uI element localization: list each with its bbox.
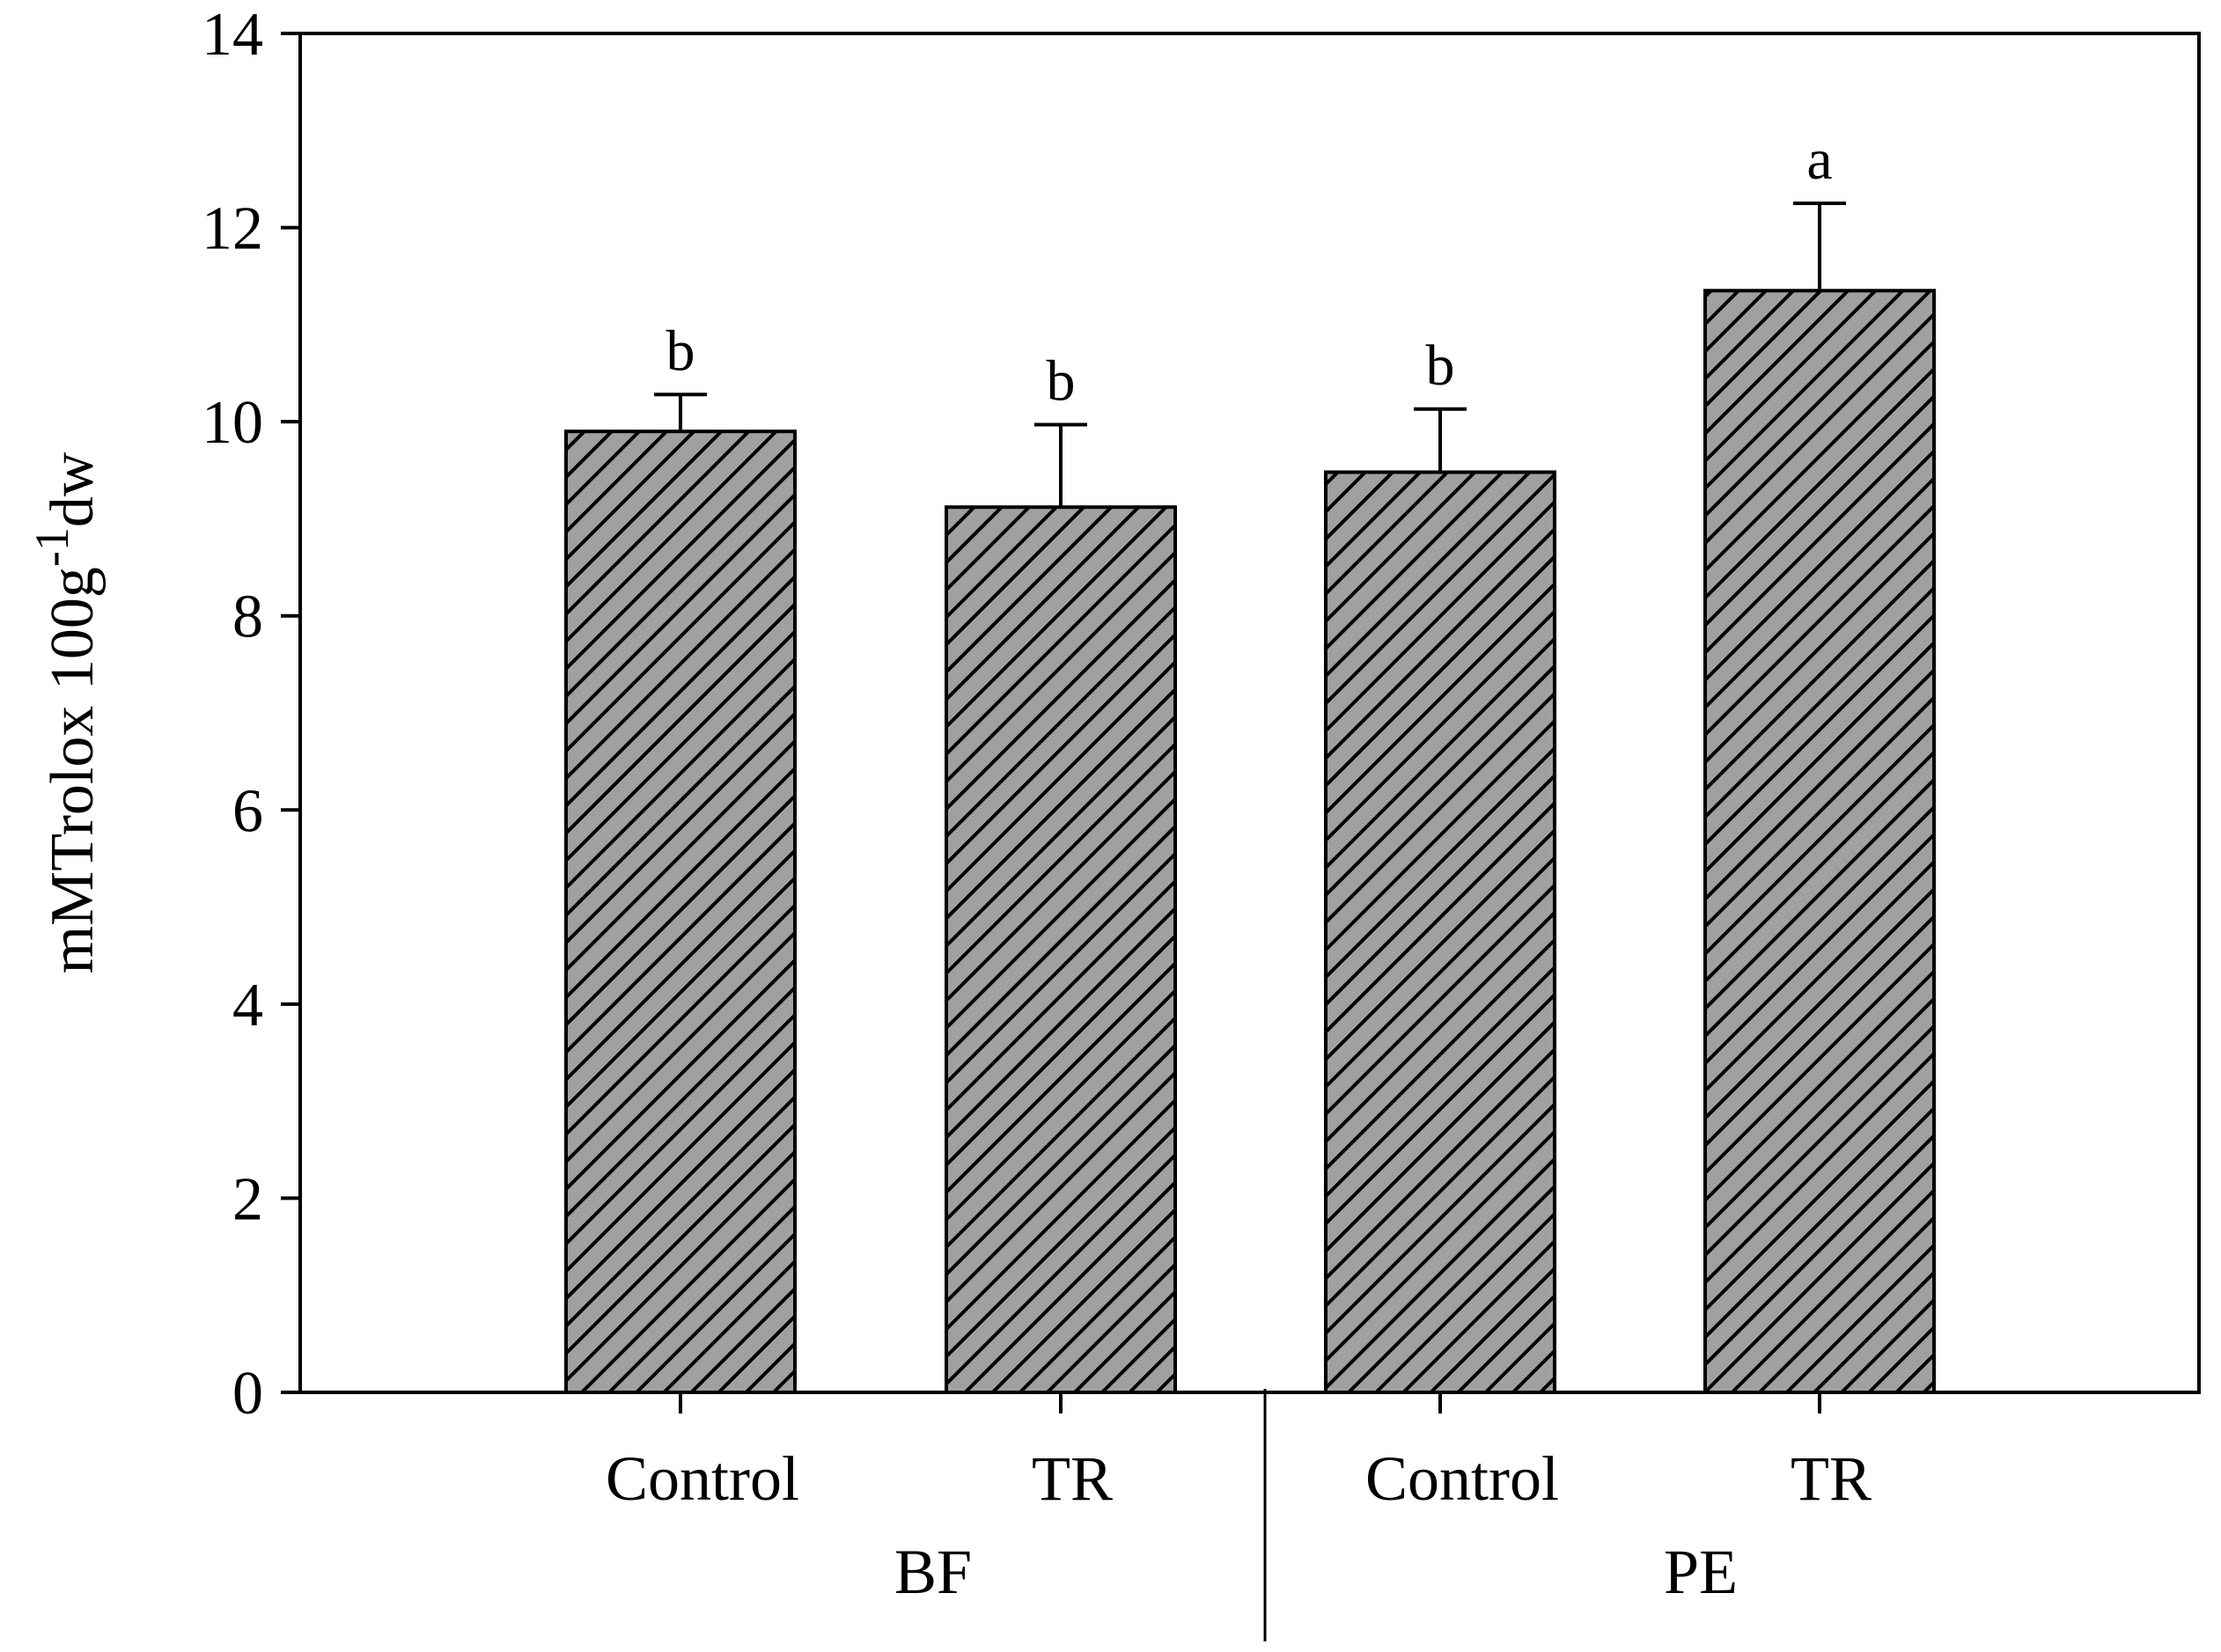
bar <box>1703 289 1936 1394</box>
x-axis: Control TR Control TR BF PE <box>606 1389 1872 1641</box>
y-tick-label: 14 <box>202 1 263 69</box>
y-tick-label: 0 <box>232 1360 263 1428</box>
x-category-label: Control <box>1365 1443 1559 1514</box>
bar <box>564 430 797 1395</box>
y-tick-label: 2 <box>232 1165 263 1233</box>
y-tick-label: 4 <box>232 972 263 1039</box>
y-tick-label: 8 <box>232 584 263 651</box>
y-axis-title: mMTrolox 100g-1dw <box>26 452 107 973</box>
significance-label: b <box>1426 334 1455 398</box>
x-category-label: TR <box>1791 1443 1872 1514</box>
x-category-label: TR <box>1032 1443 1113 1514</box>
bars: b b b a <box>564 128 1936 1395</box>
x-group-label: BF <box>894 1537 972 1607</box>
y-axis: 0 2 4 6 8 10 12 14 <box>202 1 300 1428</box>
significance-label: b <box>1047 349 1076 413</box>
y-axis-title-superscript: -1 <box>26 527 78 567</box>
bar <box>945 505 1177 1394</box>
y-tick-label: 12 <box>202 195 263 263</box>
y-axis-title-suffix: dw <box>39 452 107 527</box>
x-category-label: Control <box>606 1443 799 1514</box>
y-tick-label: 10 <box>202 389 263 457</box>
y-axis-title-main: mMTrolox 100g <box>39 567 107 973</box>
plot-frame <box>298 32 2201 1394</box>
x-group-label: PE <box>1664 1537 1738 1607</box>
significance-label: a <box>1806 128 1832 192</box>
bar <box>1324 470 1556 1394</box>
y-tick-label: 6 <box>232 777 263 845</box>
significance-label: b <box>666 319 695 383</box>
